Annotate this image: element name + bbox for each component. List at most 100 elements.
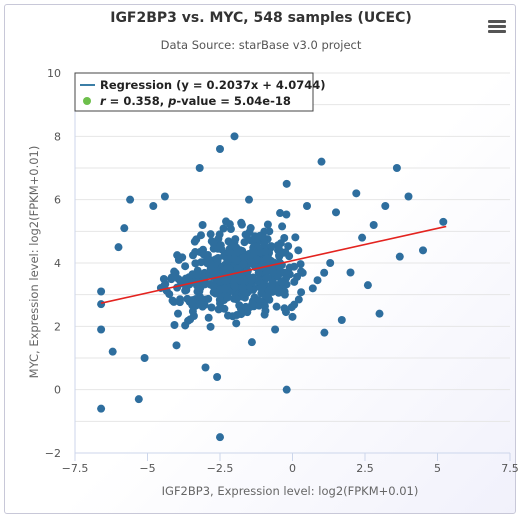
data-point xyxy=(231,235,240,244)
data-point xyxy=(181,286,190,295)
data-point xyxy=(169,297,178,306)
data-point xyxy=(178,253,187,262)
data-point xyxy=(97,300,106,309)
data-point xyxy=(220,304,229,313)
data-point xyxy=(149,202,158,210)
x-tick-label: 2.5 xyxy=(356,462,374,475)
data-point xyxy=(276,268,285,277)
hamburger-menu-icon[interactable] xyxy=(484,15,508,39)
data-point xyxy=(282,210,291,219)
data-point xyxy=(282,385,291,394)
axes xyxy=(74,73,511,461)
data-point xyxy=(201,295,210,304)
data-point xyxy=(381,202,390,210)
data-point xyxy=(290,262,299,271)
legend-stats-swatch xyxy=(83,97,91,105)
y-tick-label: 6 xyxy=(54,194,61,207)
data-point xyxy=(206,230,215,239)
data-point xyxy=(375,309,384,318)
data-point xyxy=(190,237,199,246)
data-point xyxy=(250,249,259,258)
data-point xyxy=(225,220,234,229)
data-point xyxy=(317,157,326,166)
data-points xyxy=(97,132,448,442)
data-point xyxy=(220,285,229,294)
data-point xyxy=(114,243,123,252)
data-point xyxy=(215,295,224,304)
data-point xyxy=(332,208,340,217)
data-point xyxy=(247,338,256,347)
data-point xyxy=(216,145,224,153)
data-point xyxy=(233,264,242,273)
legend-stats-p: p xyxy=(167,94,176,108)
data-point xyxy=(97,404,106,413)
data-point xyxy=(134,395,143,404)
data-point xyxy=(241,230,250,239)
x-axis-title: IGF2BP3, Expression level: log2(FPKM+0.0… xyxy=(162,484,419,498)
data-point xyxy=(206,322,215,331)
data-point xyxy=(337,316,346,324)
data-point xyxy=(261,248,270,257)
data-point xyxy=(209,288,218,297)
data-point xyxy=(352,189,361,198)
data-point xyxy=(267,242,276,251)
data-point xyxy=(191,259,200,268)
data-point xyxy=(160,192,169,201)
x-tick-label: −2.5 xyxy=(207,462,234,475)
data-point xyxy=(320,268,329,277)
data-point xyxy=(272,302,281,311)
data-point xyxy=(241,302,250,311)
chart-title: IGF2BP3 vs. MYC, 548 samples (UCEC) xyxy=(110,10,412,26)
data-point xyxy=(194,283,203,292)
x-tick-label: 0 xyxy=(289,462,296,475)
data-point xyxy=(294,246,303,255)
legend: Regression (y = 0.2037x + 4.0744) r = 0.… xyxy=(74,72,326,112)
x-tick-label: 5 xyxy=(434,462,441,475)
data-point xyxy=(170,267,179,276)
data-point xyxy=(284,242,293,251)
data-point xyxy=(439,217,448,226)
data-point xyxy=(278,222,287,231)
y-tick-label: 0 xyxy=(54,384,61,397)
data-point xyxy=(216,241,225,250)
data-point xyxy=(199,245,208,254)
data-point xyxy=(230,132,239,141)
data-point xyxy=(172,341,181,350)
data-point xyxy=(181,321,190,330)
x-tick-label: −7.5 xyxy=(62,462,89,475)
data-point xyxy=(262,254,271,263)
data-point xyxy=(258,283,267,292)
data-point xyxy=(167,273,176,282)
data-point xyxy=(257,289,266,298)
data-point xyxy=(263,273,272,282)
legend-stats-label: r = 0.358, p-value = 5.04e-18 xyxy=(100,94,291,108)
y-axis-title: MYC, Expression level: log2(FPKM+0.01) xyxy=(27,146,41,379)
data-point xyxy=(193,270,202,279)
legend-stats-p-value: -value = 5.04e-18 xyxy=(176,94,291,108)
data-point xyxy=(298,268,307,277)
data-point xyxy=(191,248,200,257)
data-point xyxy=(276,209,285,218)
data-point xyxy=(120,224,129,233)
data-point xyxy=(159,274,168,283)
data-point xyxy=(294,295,303,304)
data-point xyxy=(271,325,280,334)
data-point xyxy=(237,310,246,319)
data-point xyxy=(219,224,228,233)
data-point xyxy=(283,270,292,279)
y-tick-label: −2 xyxy=(45,447,61,460)
y-tick-label: 8 xyxy=(54,130,61,143)
data-point xyxy=(239,253,248,262)
data-point xyxy=(247,258,256,267)
data-point xyxy=(173,309,182,318)
data-point xyxy=(279,248,288,257)
data-point xyxy=(215,230,224,239)
data-point xyxy=(140,354,149,362)
data-point xyxy=(195,164,204,172)
data-point xyxy=(263,292,272,301)
data-point xyxy=(326,259,335,267)
data-point xyxy=(419,246,427,255)
data-point xyxy=(392,164,401,172)
data-point xyxy=(358,233,367,242)
data-point xyxy=(308,284,317,293)
